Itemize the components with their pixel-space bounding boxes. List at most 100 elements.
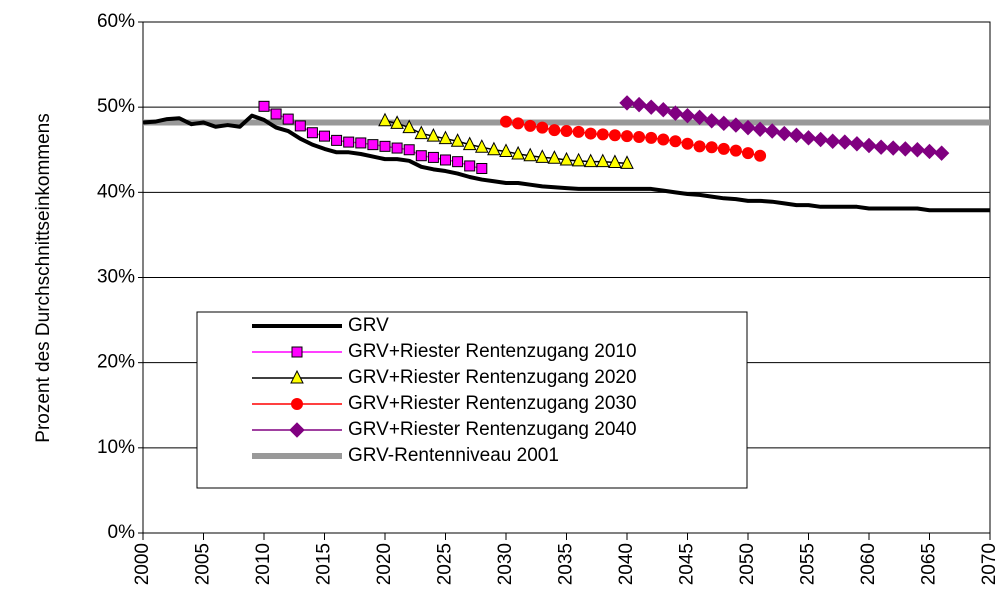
marker xyxy=(933,145,950,161)
legend-label: GRV+Riester Rentenzugang 2030 xyxy=(348,393,637,414)
marker xyxy=(427,151,439,163)
x-tick-label: 2065 xyxy=(919,543,940,585)
marker xyxy=(669,135,682,148)
legend-marker xyxy=(291,398,303,410)
marker xyxy=(403,144,415,156)
marker xyxy=(258,100,270,112)
marker xyxy=(861,137,877,154)
marker xyxy=(631,96,647,113)
x-tick-label: 2070 xyxy=(979,543,1000,585)
x-tick-label: 2025 xyxy=(435,543,456,585)
marker xyxy=(679,107,696,124)
legend-label: GRV+Riester Rentenzugang 2040 xyxy=(348,419,637,440)
marker xyxy=(754,149,767,162)
marker xyxy=(511,145,525,160)
marker xyxy=(270,108,282,120)
marker xyxy=(788,127,805,143)
marker xyxy=(571,152,586,167)
marker xyxy=(512,117,525,130)
legend-marker xyxy=(290,369,304,384)
x-tick-label: 2015 xyxy=(314,543,335,585)
marker xyxy=(438,130,453,145)
marker xyxy=(691,109,708,126)
marker xyxy=(620,155,634,169)
x-tick-label: 2030 xyxy=(495,543,516,585)
marker xyxy=(523,147,538,162)
legend-label: GRV xyxy=(348,315,389,336)
marker xyxy=(402,119,417,134)
marker xyxy=(572,125,585,138)
marker xyxy=(608,154,622,169)
marker xyxy=(306,127,318,139)
marker xyxy=(476,162,488,174)
x-tick-label: 2060 xyxy=(858,543,879,585)
marker xyxy=(643,99,659,115)
y-tick-label: 50% xyxy=(97,96,135,117)
y-tick-label: 10% xyxy=(97,437,135,458)
marker xyxy=(729,144,742,157)
marker xyxy=(885,140,901,156)
y-tick-label: 40% xyxy=(97,181,135,202)
marker xyxy=(595,153,610,168)
marker xyxy=(294,120,306,132)
legend-marker xyxy=(289,422,305,438)
series-line xyxy=(142,113,990,213)
marker xyxy=(499,143,513,157)
marker xyxy=(657,133,670,146)
marker xyxy=(633,130,646,143)
marker xyxy=(282,113,294,125)
marker xyxy=(464,160,476,172)
marker xyxy=(583,153,598,168)
legend-label: GRV-Rentenniveau 2001 xyxy=(348,445,559,466)
marker xyxy=(909,142,926,158)
marker xyxy=(764,123,780,139)
marker xyxy=(391,142,403,154)
marker xyxy=(331,134,343,146)
x-tick-label: 2000 xyxy=(132,543,153,585)
y-tick-label: 60% xyxy=(97,11,135,32)
marker xyxy=(645,131,658,144)
marker xyxy=(703,113,720,129)
marker xyxy=(849,136,865,152)
marker xyxy=(560,125,573,138)
marker xyxy=(717,142,730,155)
x-tick-label: 2020 xyxy=(374,543,395,585)
marker xyxy=(584,127,597,140)
marker xyxy=(693,140,706,153)
x-tick-label: 2010 xyxy=(253,543,274,585)
marker xyxy=(390,115,404,129)
x-tick-label: 2050 xyxy=(737,543,758,585)
x-tick-label: 2005 xyxy=(193,543,214,585)
marker xyxy=(426,128,441,142)
marker xyxy=(619,95,635,111)
marker xyxy=(776,125,793,142)
marker xyxy=(343,136,355,148)
marker xyxy=(824,133,841,149)
series-line xyxy=(505,120,761,157)
marker xyxy=(800,130,817,146)
marker xyxy=(752,121,768,138)
marker xyxy=(667,105,684,121)
marker xyxy=(415,150,427,162)
y-tick-label: 0% xyxy=(108,522,136,543)
marker xyxy=(379,140,391,152)
marker xyxy=(414,125,429,140)
marker xyxy=(705,141,718,154)
marker xyxy=(524,119,537,132)
marker xyxy=(319,130,330,142)
marker xyxy=(742,147,754,160)
marker xyxy=(740,119,756,136)
marker xyxy=(355,137,367,149)
marker xyxy=(608,129,621,142)
legend-marker xyxy=(291,346,303,358)
marker xyxy=(728,117,744,133)
marker xyxy=(450,133,465,147)
marker xyxy=(655,102,672,118)
marker xyxy=(535,149,550,163)
legend-label: GRV+Riester Rentenzugang 2020 xyxy=(348,367,637,388)
marker xyxy=(621,130,633,143)
marker xyxy=(873,139,889,155)
marker xyxy=(921,143,938,160)
marker xyxy=(440,154,451,166)
